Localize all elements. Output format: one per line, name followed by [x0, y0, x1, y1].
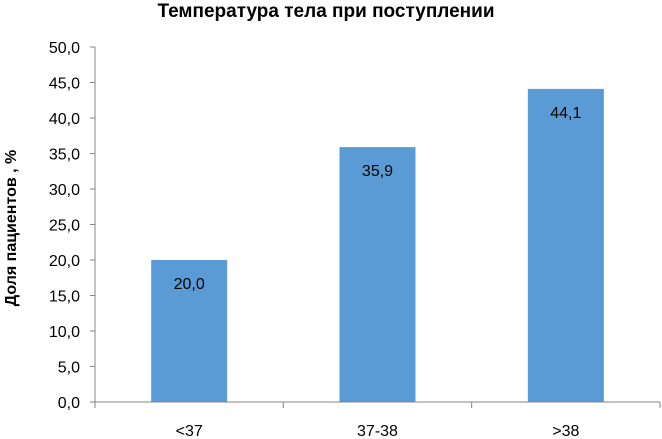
y-tick-label: 30,0: [49, 182, 80, 199]
x-tick-label: <37: [176, 423, 203, 439]
y-tick-label: 35,0: [49, 147, 80, 164]
data-label: 20,0: [174, 276, 205, 293]
chart-title: Температура тела при поступлении: [157, 1, 494, 22]
bar: [151, 260, 228, 402]
y-tick-label: 0,0: [58, 395, 80, 412]
y-tick-label: 10,0: [49, 324, 80, 341]
data-label: 35,9: [362, 163, 393, 180]
bar: [527, 88, 604, 402]
x-tick-label: 37-38: [357, 423, 398, 439]
y-tick-label: 25,0: [49, 218, 80, 235]
y-tick-label: 20,0: [49, 253, 80, 270]
y-tick-label: 50,0: [49, 40, 80, 57]
data-label: 44,1: [550, 105, 581, 122]
y-axis-label: Доля пациентов , %: [3, 150, 20, 307]
x-tick-label: >38: [552, 423, 579, 439]
y-tick-label: 15,0: [49, 289, 80, 306]
y-tick-label: 40,0: [49, 111, 80, 128]
y-tick-label: 5,0: [58, 360, 80, 377]
bar: [339, 147, 416, 402]
y-tick-label: 45,0: [49, 76, 80, 93]
